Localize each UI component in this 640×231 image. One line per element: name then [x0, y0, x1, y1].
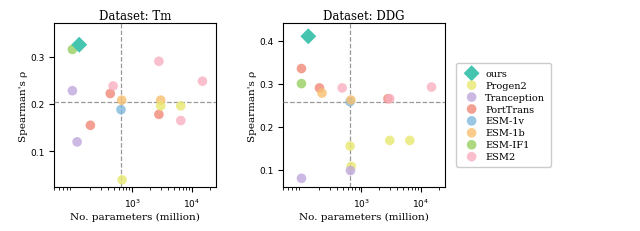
Point — [346, 165, 356, 168]
Point — [74, 44, 84, 47]
Point — [346, 169, 356, 173]
Point — [117, 178, 127, 182]
X-axis label: No. parameters (million): No. parameters (million) — [300, 212, 429, 221]
Point — [175, 105, 186, 108]
Point — [116, 108, 126, 112]
Point — [337, 87, 348, 90]
Point — [385, 97, 395, 101]
Point — [385, 139, 395, 143]
Legend: ours, Progen2, Tranception, PortTrans, ESM-1v, ESM-1b, ESM-IF1, ESM2: ours, Progen2, Tranception, PortTrans, E… — [456, 64, 551, 167]
Y-axis label: Spearman's ρ: Spearman's ρ — [19, 70, 28, 141]
Point — [296, 177, 307, 180]
Point — [67, 48, 77, 52]
Point — [383, 97, 393, 101]
Point — [345, 100, 355, 104]
Point — [108, 85, 118, 88]
Point — [156, 99, 166, 103]
Y-axis label: Spearman's ρ: Spearman's ρ — [248, 70, 257, 141]
Title: Dataset: Tm: Dataset: Tm — [99, 10, 172, 23]
Point — [105, 92, 115, 96]
Point — [72, 140, 83, 144]
Point — [345, 145, 355, 148]
Point — [154, 60, 164, 64]
Point — [175, 119, 186, 123]
Point — [317, 92, 327, 96]
Point — [154, 113, 164, 117]
Point — [426, 86, 436, 90]
Point — [197, 80, 207, 84]
Point — [67, 89, 77, 93]
Point — [85, 124, 95, 128]
Point — [116, 99, 127, 103]
X-axis label: No. parameters (million): No. parameters (million) — [70, 212, 200, 221]
Point — [303, 35, 314, 39]
Point — [296, 82, 307, 86]
Point — [156, 105, 166, 108]
Point — [314, 87, 324, 90]
Point — [296, 67, 307, 71]
Title: Dataset: DDG: Dataset: DDG — [323, 10, 405, 23]
Point — [346, 99, 356, 102]
Point — [404, 139, 415, 143]
